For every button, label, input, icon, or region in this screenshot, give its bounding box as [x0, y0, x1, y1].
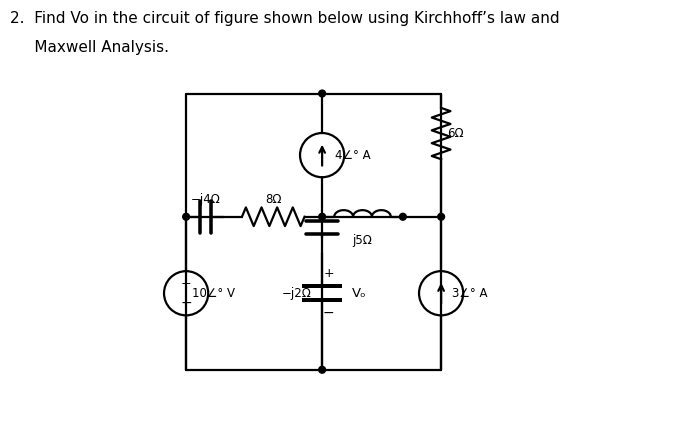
Text: −: −	[181, 295, 192, 309]
Text: 4∠° A: 4∠° A	[335, 149, 371, 162]
Text: +: +	[181, 278, 191, 290]
Text: +: +	[324, 267, 334, 280]
Circle shape	[400, 213, 406, 220]
Text: 6Ω: 6Ω	[448, 127, 464, 140]
Text: −j2Ω: −j2Ω	[282, 287, 311, 300]
Text: −j4Ω: −j4Ω	[190, 193, 220, 206]
Text: j5Ω: j5Ω	[353, 234, 373, 247]
Circle shape	[319, 366, 326, 373]
Text: Vₒ: Vₒ	[352, 287, 367, 300]
Text: Maxwell Analysis.: Maxwell Analysis.	[10, 40, 169, 55]
Circle shape	[319, 90, 326, 97]
Text: −: −	[323, 306, 334, 320]
Circle shape	[437, 213, 445, 220]
Circle shape	[183, 213, 189, 220]
Text: 2.  Find Vo in the circuit of figure shown below using Kirchhoff’s law and: 2. Find Vo in the circuit of figure show…	[10, 11, 559, 26]
Text: 10∠° V: 10∠° V	[193, 287, 235, 300]
Circle shape	[319, 213, 326, 220]
Text: 3∠° A: 3∠° A	[452, 287, 487, 300]
Text: 8Ω: 8Ω	[265, 193, 282, 206]
